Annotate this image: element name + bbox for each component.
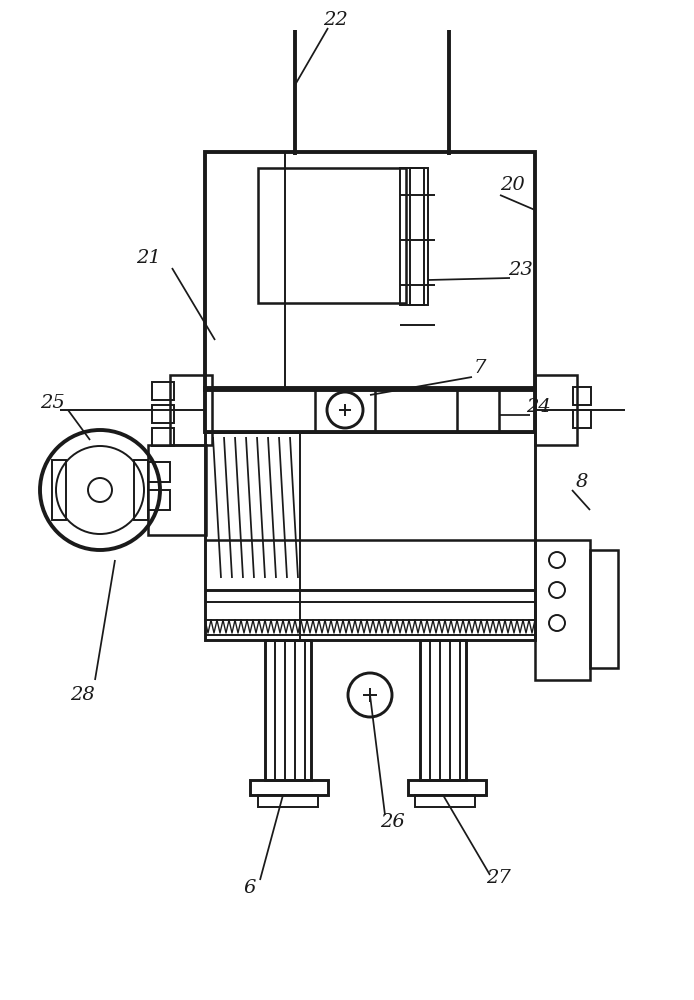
Text: 24: 24 xyxy=(525,398,550,416)
Bar xyxy=(420,640,466,780)
Bar xyxy=(205,152,535,390)
Text: 21: 21 xyxy=(135,249,160,267)
Text: 27: 27 xyxy=(486,869,510,887)
Bar xyxy=(265,640,311,780)
Text: 26: 26 xyxy=(380,813,405,831)
Bar xyxy=(573,410,591,428)
Bar xyxy=(408,780,486,795)
Bar xyxy=(148,445,206,535)
Bar xyxy=(148,462,170,482)
Text: 20: 20 xyxy=(500,176,525,194)
Bar xyxy=(170,375,212,445)
Bar xyxy=(535,375,577,445)
Bar xyxy=(535,540,590,680)
Bar xyxy=(250,780,328,795)
Text: 6: 6 xyxy=(244,879,256,897)
Text: 23: 23 xyxy=(507,261,532,279)
Bar xyxy=(457,388,499,432)
Bar xyxy=(258,795,318,807)
Bar xyxy=(410,168,424,305)
Text: 7: 7 xyxy=(474,359,486,377)
Bar xyxy=(152,405,174,423)
Bar xyxy=(258,168,406,303)
Bar xyxy=(590,550,618,668)
Text: 8: 8 xyxy=(576,473,589,491)
Bar xyxy=(134,460,148,520)
Bar xyxy=(152,382,174,400)
Bar xyxy=(205,388,535,432)
Text: 22: 22 xyxy=(323,11,348,29)
Bar xyxy=(415,795,475,807)
Bar xyxy=(148,490,170,510)
Bar xyxy=(205,432,535,640)
Bar xyxy=(573,387,591,405)
Text: 28: 28 xyxy=(69,686,94,704)
Text: 25: 25 xyxy=(40,394,65,412)
Bar xyxy=(400,168,428,305)
Bar xyxy=(315,388,375,432)
Bar xyxy=(152,428,174,446)
Bar xyxy=(52,460,66,520)
